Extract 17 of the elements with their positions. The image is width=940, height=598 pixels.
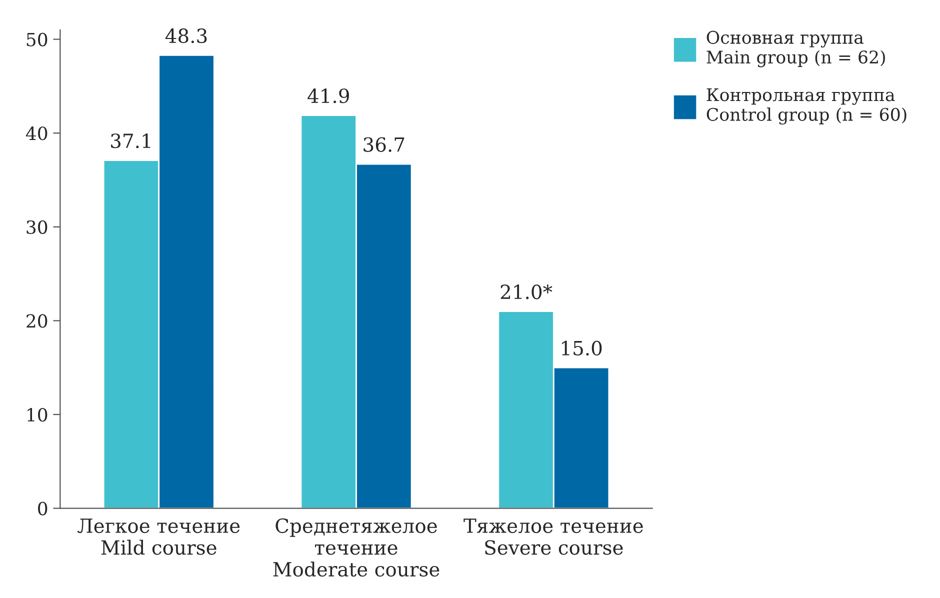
y-tick-label: 40	[26, 126, 48, 140]
legend-label: Основная группа Main group (n = 62)	[706, 30, 885, 68]
data-label: 37.1	[111, 133, 150, 148]
y-tick-label: 50	[26, 32, 48, 46]
x-tick-label: Среднетяжелое течение Moderate course	[273, 518, 440, 577]
x-tick-label: Тяжелое течение Severe course	[464, 518, 643, 555]
y-tick-label: 0	[38, 502, 48, 516]
data-label: 48.3	[165, 28, 207, 44]
data-label: 15.0	[562, 340, 602, 356]
data-label: 21.0*	[500, 284, 552, 300]
legend-label: Контрольная группа Control group (n = 60)	[706, 88, 906, 125]
data-label: 36.7	[364, 137, 404, 152]
y-tick-label: 10	[28, 408, 48, 422]
y-tick-label: 20	[26, 314, 48, 328]
y-tick-label: 30	[26, 220, 48, 234]
x-tick-label: Легкое течение Mild course	[78, 518, 240, 555]
data-label: 41.9	[308, 88, 349, 104]
